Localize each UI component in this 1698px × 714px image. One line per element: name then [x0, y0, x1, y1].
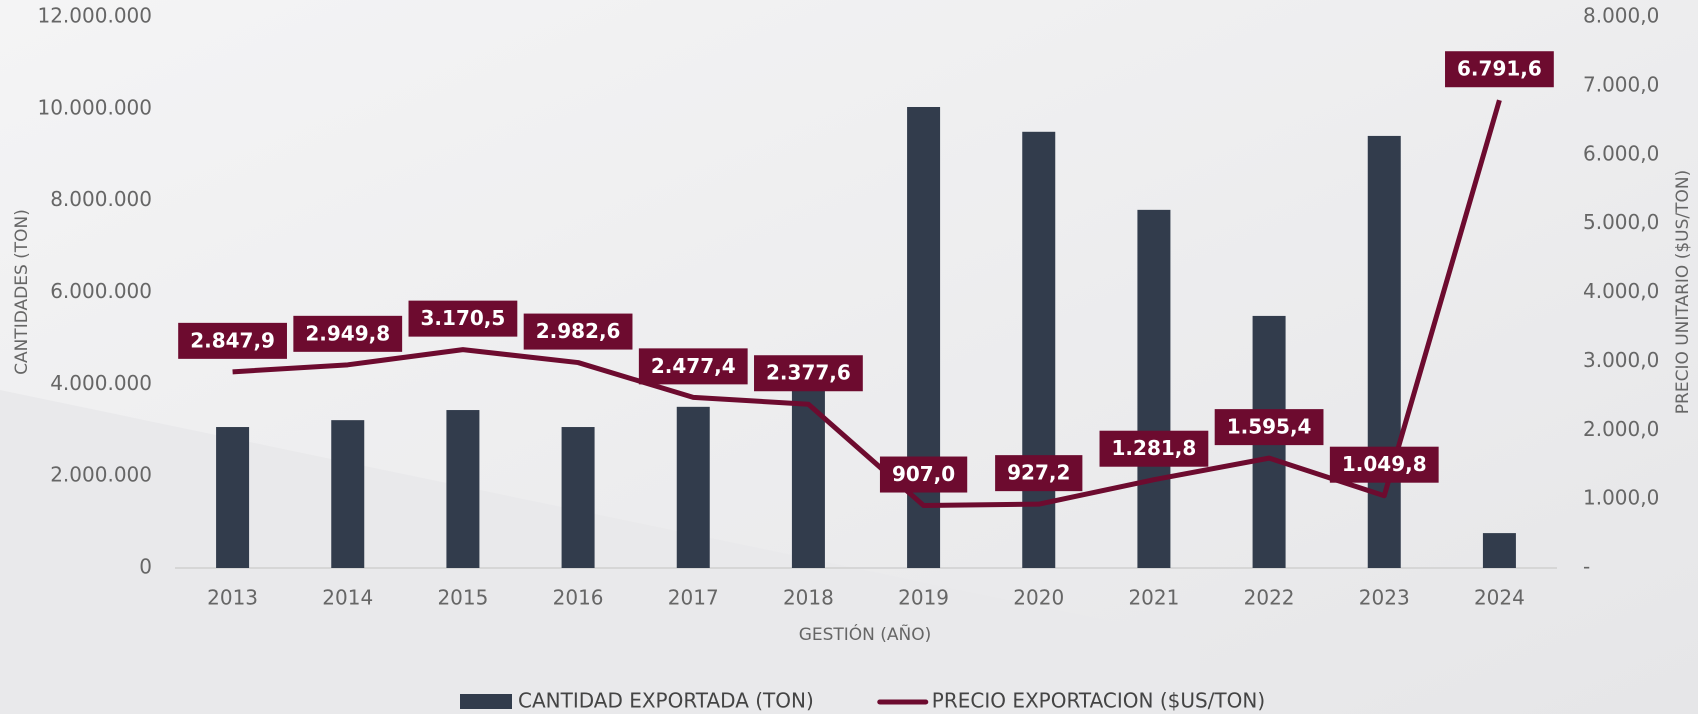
x-tick-label: 2016	[553, 586, 604, 610]
y-tick-label: 2.000.000	[50, 463, 152, 487]
data-label: 907,0	[892, 462, 955, 486]
x-tick-label: 2024	[1474, 586, 1525, 610]
bar	[446, 410, 480, 568]
data-label: 2.982,6	[536, 319, 621, 343]
y2-tick-label: 8.000,0	[1583, 4, 1659, 28]
y-tick-label: 12.000.000	[37, 4, 152, 28]
data-label: 3.170,5	[421, 306, 506, 330]
data-label-box	[178, 322, 287, 359]
y2-tick-label: -	[1583, 555, 1590, 579]
data-label: 1.595,4	[1227, 415, 1312, 439]
y-tick-label: 4.000.000	[50, 371, 152, 395]
x-tick-label: 2019	[898, 586, 949, 610]
background-shape	[0, 390, 1200, 714]
data-label-box	[995, 455, 1083, 492]
x-tick-label: 2013	[207, 586, 258, 610]
data-label-box	[1214, 409, 1324, 446]
y2-axis-title: PRECIO UNITARIO ($US/TON)	[1673, 170, 1693, 414]
legend-swatch	[460, 694, 512, 709]
y2-tick-label: 5.000,0	[1583, 210, 1659, 234]
data-label: 2.377,6	[766, 361, 851, 385]
bar	[676, 406, 710, 568]
data-label-box	[293, 315, 403, 352]
x-tick-label: 2020	[1013, 586, 1064, 610]
bar	[561, 427, 595, 568]
bar	[907, 106, 941, 568]
data-label: 2.847,9	[190, 328, 275, 352]
data-label: 1.281,8	[1112, 436, 1197, 460]
data-label-box	[523, 313, 633, 350]
y2-tick-label: 2.000,0	[1583, 417, 1659, 441]
bar	[216, 427, 250, 568]
x-tick-label: 2015	[437, 586, 488, 610]
y2-tick-label: 6.000,0	[1583, 141, 1659, 165]
x-tick-label: 2017	[668, 586, 719, 610]
legend-label: PRECIO EXPORTACION ($US/TON)	[932, 689, 1265, 713]
y2-tick-label: 4.000,0	[1583, 279, 1659, 303]
data-label-box	[638, 348, 748, 385]
y-tick-label: 0	[139, 555, 152, 579]
bar	[1137, 209, 1171, 568]
y2-tick-label: 3.000,0	[1583, 348, 1659, 372]
bar	[1367, 135, 1401, 568]
data-label: 2.477,4	[651, 354, 736, 378]
x-tick-label: 2014	[322, 586, 373, 610]
data-label: 927,2	[1007, 461, 1070, 485]
data-label-box	[754, 355, 863, 392]
data-label-box	[1445, 51, 1554, 88]
bar	[331, 420, 365, 568]
data-label: 2.949,8	[305, 321, 390, 345]
y-tick-label: 10.000.000	[37, 95, 152, 119]
x-tick-label: 2022	[1244, 586, 1295, 610]
y-tick-label: 6.000.000	[50, 279, 152, 303]
bar	[791, 388, 825, 568]
data-label-box	[879, 456, 968, 493]
bar	[1022, 131, 1056, 568]
y2-tick-label: 7.000,0	[1583, 72, 1659, 96]
data-label: 6.791,6	[1457, 57, 1542, 81]
data-label-box	[1099, 430, 1209, 467]
x-tick-label: 2021	[1128, 586, 1179, 610]
data-label: 1.049,8	[1342, 452, 1427, 476]
x-tick-label: 2018	[783, 586, 834, 610]
legend-label: CANTIDAD EXPORTADA (TON)	[518, 689, 814, 713]
data-label-box	[408, 300, 518, 337]
bar	[1482, 533, 1516, 568]
y-axis-title: CANTIDADES (TON)	[12, 209, 32, 375]
y2-tick-label: 1.000,0	[1583, 486, 1659, 510]
x-tick-label: 2023	[1359, 586, 1410, 610]
x-axis-title: GESTIÓN (AÑO)	[799, 623, 932, 645]
line	[232, 99, 1502, 509]
data-label-box	[1329, 446, 1439, 483]
y-tick-label: 8.000.000	[50, 187, 152, 211]
